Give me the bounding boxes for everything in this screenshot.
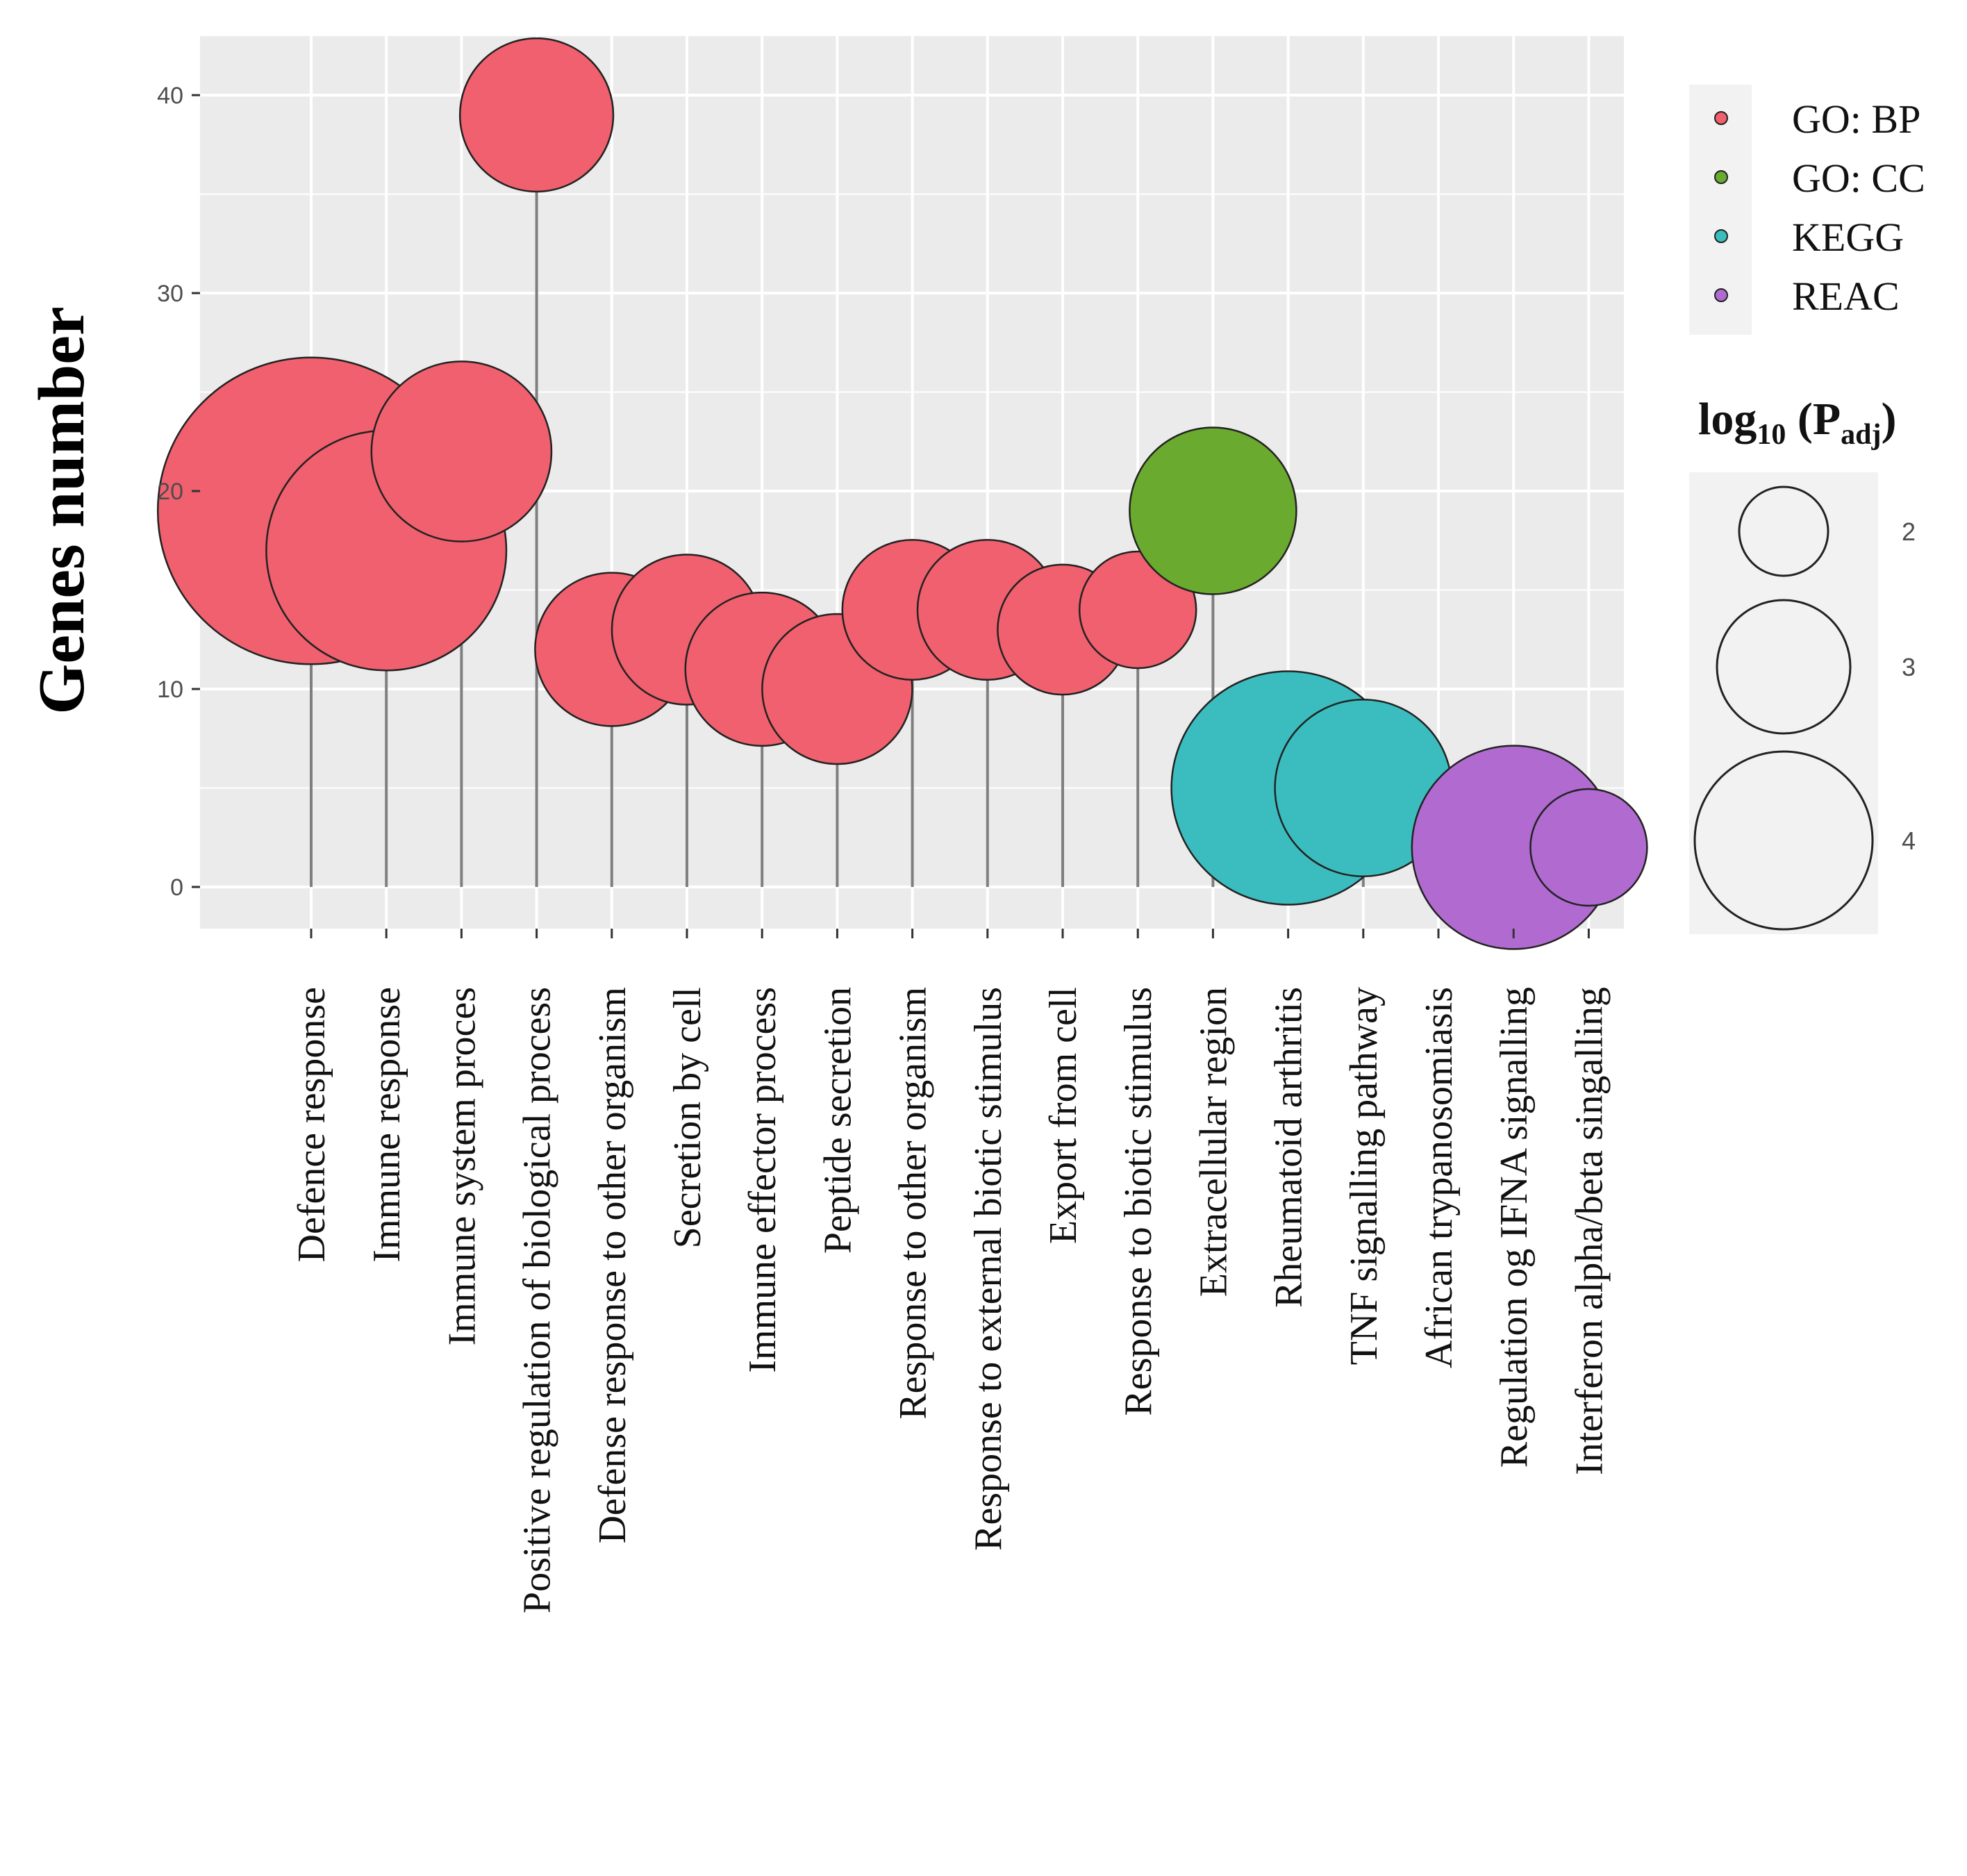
legend-size-title: log10 (Padj) xyxy=(1698,394,1896,451)
x-tick-label: Response to biotic stimulus xyxy=(1117,987,1160,1416)
x-tick-label: Rheumatoid arthritis xyxy=(1268,987,1311,1308)
legend-size-label: 2 xyxy=(1902,517,1916,546)
legend-source-label: KEGG xyxy=(1792,215,1904,260)
legend-size-key xyxy=(1738,485,1829,577)
legend-size-key-background xyxy=(1689,472,1878,934)
x-tick-label: Defence response xyxy=(290,987,333,1262)
legend-source-label: GO: BP xyxy=(1792,97,1920,142)
x-tick-label: Interferon alpha/beta singalling xyxy=(1568,987,1611,1475)
legend-source-label: GO: CC xyxy=(1792,156,1925,201)
legend-size-key xyxy=(1716,599,1852,735)
x-tick-label: TNF signalling pathway xyxy=(1343,987,1386,1365)
x-tick-label: Defense response to other organism xyxy=(591,987,634,1543)
lollipop-bubbles xyxy=(156,37,1648,950)
legend-size: log10 (Padj) 2 3 4 xyxy=(1689,394,1916,934)
legend-source-label: REAC xyxy=(1792,274,1900,319)
x-tick-label: Peptide secretion xyxy=(816,987,859,1254)
legend-size-label: 3 xyxy=(1902,653,1916,681)
x-axis-ticks: Defence response Immune response Immune sy… xyxy=(290,929,1611,1613)
x-tick-label: African trypanosomiasis xyxy=(1418,987,1461,1368)
x-tick-label: Response to external biotic stimulus xyxy=(967,987,1010,1551)
legend-source-key xyxy=(1714,229,1728,243)
lollipop-bubble xyxy=(1129,426,1297,595)
y-tick-label: 20 xyxy=(157,479,183,505)
legend-size-key xyxy=(1693,750,1874,931)
x-tick-label: Immune effector process xyxy=(741,987,784,1373)
legend-source-key xyxy=(1714,170,1728,184)
x-tick-label: Secretion by cell xyxy=(666,987,709,1248)
x-tick-label: Immune system proces xyxy=(440,987,483,1345)
y-tick-label: 0 xyxy=(170,874,183,901)
legend-size-label: 4 xyxy=(1902,827,1916,855)
x-tick-label: Immune response xyxy=(365,987,408,1263)
lollipop-bubble xyxy=(1529,788,1648,907)
legend-source: GO: BP GO: CC KEGG REAC xyxy=(1689,85,1925,335)
x-tick-label: Extracellular region xyxy=(1192,987,1235,1297)
y-tick-label: 10 xyxy=(157,676,183,703)
x-tick-label: Regulation og IFNA signalling xyxy=(1493,987,1536,1468)
y-axis-ticks: 0 10 20 30 40 xyxy=(157,83,200,901)
lollipop-bubble xyxy=(458,37,615,193)
y-axis-label: Genes number xyxy=(26,306,98,715)
y-tick-label: 30 xyxy=(157,281,183,307)
x-tick-label: Response to other organism xyxy=(892,987,935,1420)
x-tick-label: Positive regulation of biological proces… xyxy=(516,987,559,1613)
lollipop-bubble xyxy=(370,360,553,542)
legend-source-key xyxy=(1714,111,1728,125)
y-tick-label: 40 xyxy=(157,83,183,109)
legend-source-key xyxy=(1714,288,1728,302)
x-tick-label: Export from cell xyxy=(1042,987,1085,1244)
